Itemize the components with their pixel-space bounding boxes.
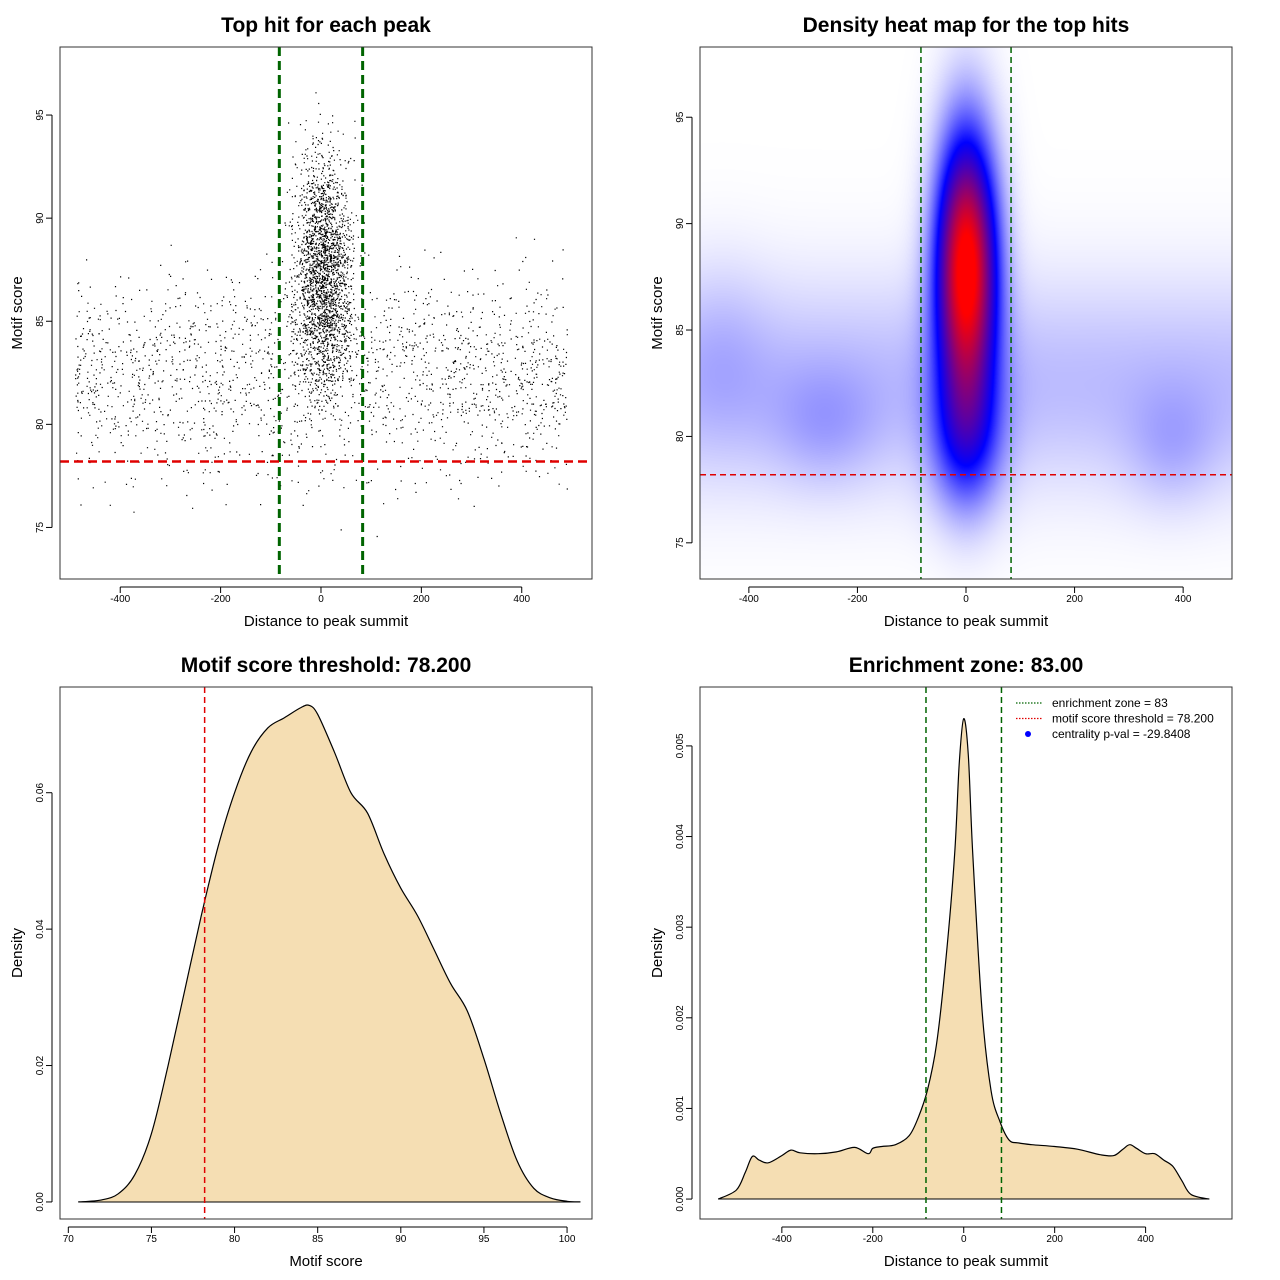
legend: enrichment zone = 83 motif score threshol… [1016,696,1214,741]
y-tick-label: 0.004 [675,824,686,849]
y-tick-label: 85 [35,315,46,327]
legend-entry-label: enrichment zone = 83 [1052,696,1168,710]
x-tick-label: 100 [559,1234,576,1245]
x-tick-label: 0 [963,594,969,605]
x-tick-label: -400 [772,1234,792,1245]
x-tick-label: 200 [413,594,430,605]
x-tick-label: 90 [395,1234,407,1245]
x-tick-label: 200 [1046,1234,1063,1245]
panel-2: Density heat map for the top hits -400 -20… [649,14,1233,630]
scatter-points [75,92,568,538]
y-tick-label: 0.000 [675,1186,686,1211]
x-tick-label: 400 [1137,1234,1154,1245]
legend-entry-label: motif score threshold = 78.200 [1052,712,1214,726]
y-tick-label: 0.001 [675,1095,686,1120]
chart-title: Top hit for each peak [221,14,431,37]
chart-title: Enrichment zone: 83.00 [849,654,1084,677]
y-tick-label: 75 [675,537,686,549]
x-axis-label: Distance to peak summit [244,613,409,630]
y-tick-label: 95 [675,111,686,123]
y-axis-label: Density [649,927,666,978]
y-tick-label: 80 [675,430,686,442]
x-axis-label: Distance to peak summit [884,1253,1049,1270]
x-tick-label: 0 [318,594,324,605]
y-axis-label: Motif score [649,276,666,349]
y-tick-label: 95 [35,109,46,121]
plot-border [59,46,593,580]
chart-title: Density heat map for the top hits [803,14,1130,37]
panel-1: Top hit for each peak -400 -200 0 200 400 Dist… [9,14,593,630]
y-tick-label: 0.005 [675,733,686,758]
x-axis-label: Motif score [289,1253,362,1270]
x-tick-label: -200 [847,594,867,605]
panel-4: Enrichment zone: 83.00 -400 -200 0 200 400 Dis… [649,654,1233,1270]
y-tick-label: 90 [35,212,46,224]
x-tick-label: -200 [211,594,231,605]
y-tick-label: 75 [35,521,46,533]
heatmap-canvas [700,47,1232,579]
x-tick-label: 95 [478,1234,490,1245]
density-fill [78,704,581,1202]
y-tick-label: 0.002 [675,1005,686,1030]
density-fill [718,718,1210,1200]
chart-title: Motif score threshold: 78.200 [181,654,472,677]
y-tick-label: 0.003 [675,914,686,939]
y-tick-label: 90 [675,218,686,230]
y-tick-label: 85 [675,324,686,336]
plot-border [699,686,1233,1220]
y-tick-label: 0.02 [35,1055,46,1075]
x-axis-label: Distance to peak summit [884,613,1049,630]
y-tick-label: 0.04 [35,919,46,939]
plot-border [59,686,593,1220]
x-tick-label: 400 [1175,594,1192,605]
y-tick-label: 0.00 [35,1192,46,1212]
panel-3: Motif score threshold: 78.200 70 75 80 85 90 9… [9,654,593,1270]
y-axis-label: Density [9,927,26,978]
x-tick-label: -400 [739,594,759,605]
x-tick-label: -400 [110,594,130,605]
scatter-point-cloud [75,92,568,538]
legend-point-marker [1025,731,1031,737]
density-curve [717,718,1210,1200]
x-tick-label: 85 [312,1234,324,1245]
density-curve [78,704,581,1203]
legend-entry-label: centrality p-val = -29.8408 [1052,727,1191,741]
x-tick-label: 200 [1066,594,1083,605]
x-tick-label: 400 [513,594,530,605]
x-tick-label: 70 [63,1234,75,1245]
y-tick-label: 0.06 [35,783,46,803]
y-tick-label: 80 [35,418,46,430]
x-tick-label: -200 [863,1234,883,1245]
plot-border [699,46,1233,580]
heatmap-area [700,47,1232,579]
x-tick-label: 0 [961,1234,967,1245]
y-axis-label: Motif score [9,276,26,349]
x-tick-label: 75 [146,1234,158,1245]
x-tick-label: 80 [229,1234,241,1245]
